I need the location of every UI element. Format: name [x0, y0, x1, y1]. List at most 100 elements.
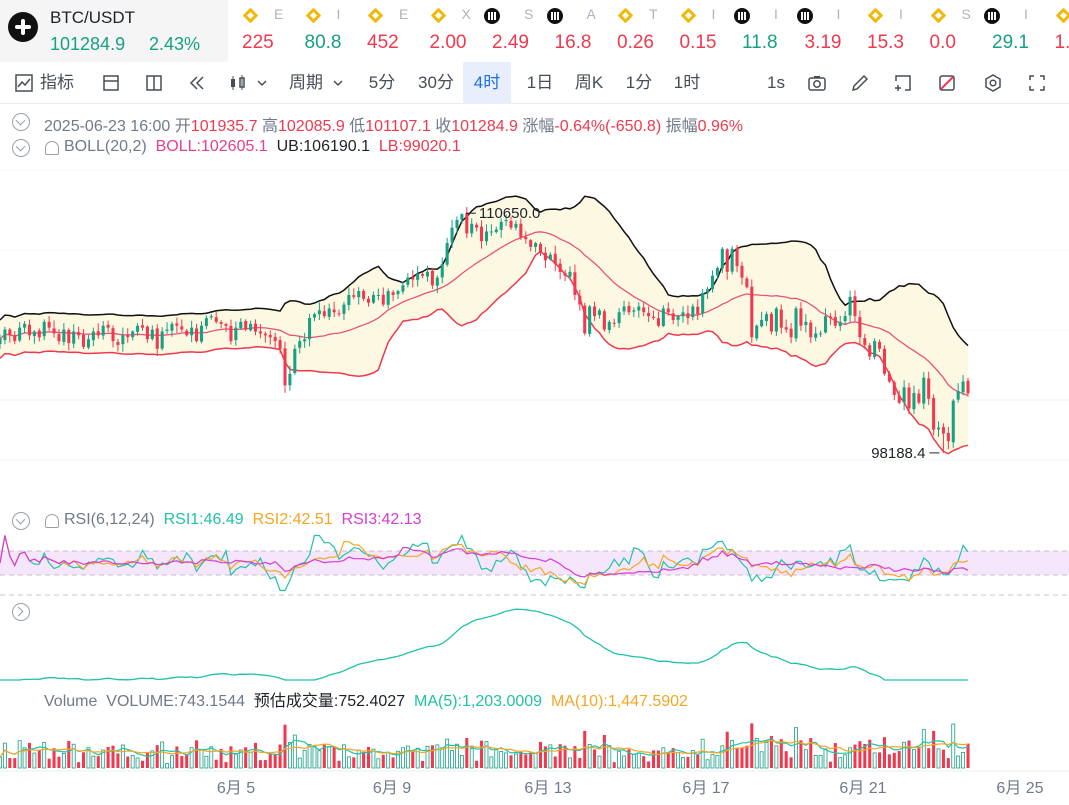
- candle-body: [745, 278, 749, 288]
- volume-bar: [818, 754, 823, 769]
- ohlc-line: 2025-06-23 16:00 开101935.7 高102085.9 低10…: [44, 112, 743, 136]
- volume-bar: [219, 749, 223, 768]
- chevron-down-icon[interactable]: [255, 73, 269, 93]
- indicators-button[interactable]: 指标: [40, 73, 74, 92]
- volume-bar: [921, 729, 926, 769]
- interval-tab[interactable]: 1日: [526, 73, 554, 92]
- candle-body: [529, 240, 533, 247]
- ticker-item[interactable]: I 0.15: [670, 0, 733, 62]
- ticker-item[interactable]: S 2.49: [482, 0, 545, 62]
- bollinger-bands: [0, 195, 969, 455]
- add-drawing-icon[interactable]: [893, 73, 913, 93]
- ticker-item[interactable]: T 0.26: [607, 0, 670, 62]
- ticker-value: 29.1: [992, 32, 1029, 53]
- period-button[interactable]: 周期: [289, 73, 323, 92]
- volume-bar: [469, 747, 474, 769]
- volume-bar: [789, 757, 793, 768]
- volume-bar: [529, 752, 533, 768]
- volume-bar: [91, 755, 96, 769]
- collapse-icon[interactable]: [12, 139, 30, 157]
- interval-tab[interactable]: 30分: [418, 73, 454, 92]
- candle-body: [145, 326, 149, 340]
- ticker-item[interactable]: E 225: [232, 0, 295, 62]
- candle-body: [887, 373, 891, 382]
- clear-icon[interactable]: [937, 73, 957, 93]
- volume-bar: [494, 748, 499, 769]
- ticker-item[interactable]: I 29.1: [982, 0, 1045, 62]
- volume-bar: [0, 757, 2, 769]
- candle-body: [13, 335, 17, 342]
- camera-icon[interactable]: [807, 73, 827, 93]
- ticker-item[interactable]: X 2.00: [420, 0, 483, 62]
- candle-body: [411, 277, 415, 280]
- candlestick-type-icon[interactable]: [228, 73, 248, 93]
- ticker-symbol: I: [899, 6, 903, 22]
- interval-tab[interactable]: 1分: [625, 73, 653, 92]
- volume-bar: [391, 757, 395, 768]
- candle-body: [779, 309, 783, 328]
- bell-icon[interactable]: [45, 141, 59, 155]
- candle-body: [578, 295, 582, 305]
- rewind-icon[interactable]: [187, 73, 207, 93]
- panels-icon[interactable]: [144, 73, 164, 93]
- ticker-item[interactable]: I 15.3: [857, 0, 920, 62]
- indicator-chart-icon[interactable]: [14, 73, 34, 93]
- boll-lower-line: [0, 250, 969, 455]
- volume-bar: [405, 745, 410, 769]
- ticker-value: 0.0: [929, 32, 956, 53]
- volume-bar: [951, 723, 956, 769]
- ticker-item[interactable]: E 452: [357, 0, 420, 62]
- pencil-icon[interactable]: [850, 73, 870, 93]
- settings-icon[interactable]: [983, 73, 1003, 93]
- expand-icon[interactable]: [12, 603, 30, 621]
- candle-body: [956, 391, 960, 400]
- volume-bar: [720, 745, 725, 769]
- candle-body: [381, 294, 385, 305]
- ticker-item[interactable]: I 3.19: [795, 0, 858, 62]
- volume-bar: [823, 748, 828, 769]
- ticker-item[interactable]: S 0.0: [920, 0, 983, 62]
- candle-body: [588, 306, 592, 334]
- fullscreen-icon[interactable]: [1027, 73, 1047, 93]
- volume-bar: [61, 752, 66, 769]
- volume-bar: [656, 750, 660, 768]
- volume-bar: [642, 756, 646, 768]
- candle-body: [799, 308, 803, 326]
- volume-bar: [941, 749, 945, 768]
- ticker-item[interactable]: I1.: [1045, 0, 1069, 62]
- interval-tab[interactable]: 5分: [368, 73, 396, 92]
- volume-bar: [794, 727, 798, 769]
- bell-icon[interactable]: [45, 514, 59, 528]
- volume-bar: [553, 756, 557, 768]
- ticker-symbol: X: [461, 6, 471, 22]
- volume-bar: [27, 742, 32, 768]
- ticker-item[interactable]: A 16.8: [545, 0, 608, 62]
- candle-body: [480, 226, 484, 242]
- ticker-item[interactable]: I 80.8: [295, 0, 358, 62]
- volume-bar: [465, 737, 469, 768]
- candle-body: [106, 324, 110, 328]
- ticker-item[interactable]: I 11.8: [732, 0, 795, 62]
- candle-body: [828, 316, 832, 319]
- chevron-down-icon[interactable]: [331, 73, 345, 93]
- candle-body: [715, 268, 719, 276]
- layout-icon[interactable]: [101, 73, 121, 93]
- amplitude-value: 0.96%: [697, 118, 743, 135]
- ticker-bar: BTC/USDT 101284.9 2.43% E 225 I 80.8 E 452 X 2.…: [0, 0, 1069, 62]
- volume-bar: [932, 730, 936, 768]
- volume-bar: [278, 744, 282, 768]
- volume-bar: [189, 747, 194, 769]
- candle-body: [175, 323, 179, 326]
- interval-tab[interactable]: 周K: [574, 73, 604, 92]
- interval-tab[interactable]: 1时: [673, 73, 701, 92]
- collapse-icon[interactable]: [12, 113, 30, 131]
- volume-bar: [533, 753, 538, 769]
- candle-body: [710, 275, 715, 290]
- volume-bar: [558, 744, 562, 768]
- interval-tab[interactable]: 4时: [463, 62, 511, 104]
- collapse-icon[interactable]: [12, 512, 30, 530]
- realtime-button[interactable]: 1s: [767, 73, 785, 92]
- candle-body: [317, 310, 321, 315]
- pair-summary[interactable]: BTC/USDT 101284.9 2.43%: [0, 0, 228, 62]
